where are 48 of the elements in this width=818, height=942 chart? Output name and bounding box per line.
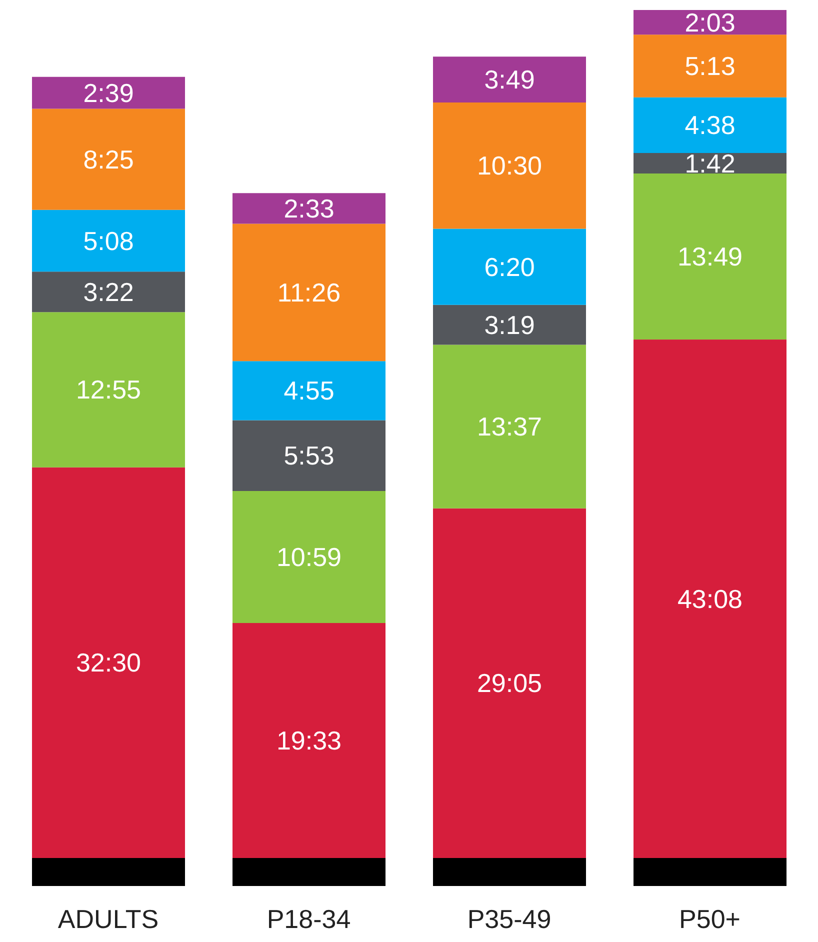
- data-label: 5:53: [284, 440, 334, 471]
- data-label: 13:49: [677, 242, 743, 272]
- bar: [433, 304, 586, 345]
- bar: [433, 102, 586, 229]
- bar: [433, 228, 586, 305]
- data-label: 5:13: [684, 50, 736, 81]
- data-label: 4:55: [284, 376, 334, 406]
- data-label: 19:33: [276, 726, 342, 756]
- data-label: 43:08: [677, 584, 743, 614]
- data-label: 8:25: [83, 144, 134, 174]
- data-label: 32:30: [76, 648, 142, 678]
- data-label: 5:08: [83, 226, 134, 256]
- data-label: 3:19: [484, 310, 535, 340]
- data-label: 6:20: [484, 252, 535, 282]
- bar: [32, 272, 185, 312]
- bar: [634, 34, 786, 98]
- x-tick-label: ADULTS: [58, 904, 159, 934]
- data-label: 2:33: [284, 193, 334, 224]
- bar: [634, 97, 786, 154]
- data-label: 1:42: [684, 148, 736, 178]
- bar: [32, 312, 185, 468]
- data-label: 10:30: [476, 150, 542, 181]
- x-tick-label: P35-49: [467, 904, 552, 934]
- data-label: 3:49: [484, 64, 535, 95]
- bar: [232, 420, 386, 491]
- bar: [32, 108, 185, 210]
- bar: [634, 173, 786, 340]
- data-label: 2:03: [684, 7, 736, 38]
- data-label: 2:39: [83, 78, 134, 108]
- data-label: 13:37: [476, 412, 542, 442]
- data-label: 12:55: [76, 374, 142, 405]
- bar: [634, 153, 786, 174]
- bar: [433, 344, 586, 508]
- bar: [32, 210, 185, 272]
- bar: [433, 56, 586, 103]
- data-label: 4:38: [684, 110, 736, 140]
- bar: [634, 10, 786, 35]
- bar: [232, 224, 386, 362]
- x-tick-label: P50+: [679, 904, 740, 934]
- bar: [232, 490, 386, 624]
- bar: [232, 361, 386, 420]
- bar: [32, 76, 185, 109]
- data-label: 29:05: [476, 668, 542, 698]
- bar: [232, 193, 386, 224]
- x-tick-label: P18-34: [266, 904, 351, 934]
- data-label: 11:26: [277, 277, 341, 308]
- data-label: 3:22: [83, 276, 134, 307]
- data-label: 10:59: [276, 542, 342, 572]
